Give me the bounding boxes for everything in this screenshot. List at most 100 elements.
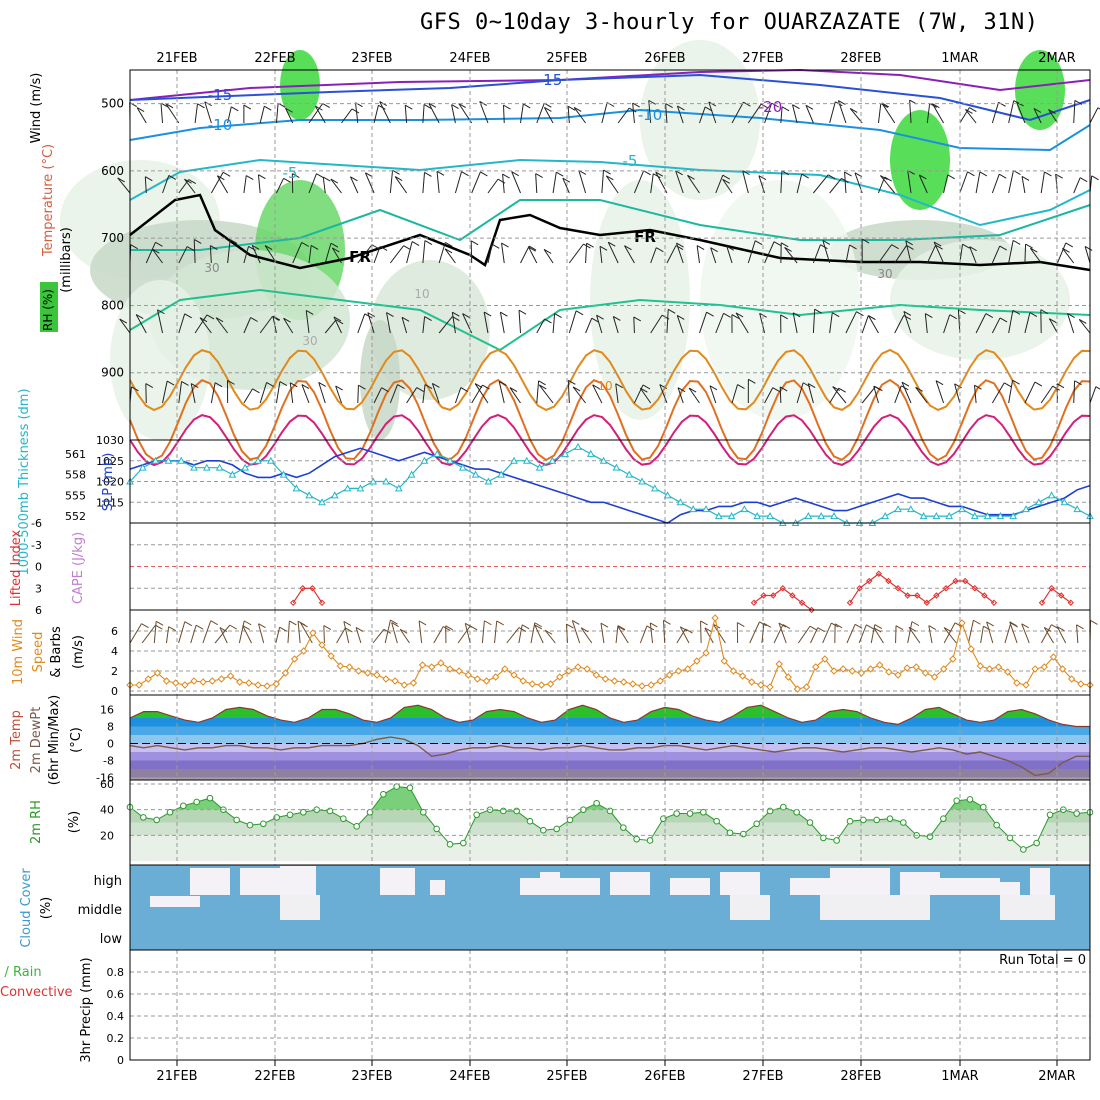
upper-wind-barb bbox=[1091, 175, 1099, 181]
upper-wind-barb bbox=[243, 317, 252, 334]
upper-wind-barb bbox=[543, 249, 554, 264]
upper-wind-barb bbox=[168, 175, 177, 180]
upper-wind-barb bbox=[924, 313, 928, 334]
upper-wind-barb bbox=[820, 244, 828, 250]
upper-wind-barb bbox=[687, 175, 700, 194]
upper-wind-barb bbox=[454, 387, 462, 404]
bottom-date-label: 26FEB bbox=[644, 1069, 685, 1084]
upper-wind-barb bbox=[194, 314, 208, 334]
upper-wind-barb bbox=[266, 381, 274, 387]
upper-wind-barb bbox=[585, 243, 588, 264]
wind-speed-series-point bbox=[693, 657, 701, 665]
upper-wind-barb bbox=[554, 313, 562, 319]
upper-wind-barb bbox=[333, 316, 342, 322]
upper-wind-barb bbox=[639, 387, 652, 404]
upper-wind-barb bbox=[991, 317, 1001, 334]
upper-wind-barb bbox=[873, 385, 882, 391]
rh-series-point bbox=[473, 811, 480, 819]
upper-wind-barb bbox=[389, 384, 398, 404]
upper-wind-barb bbox=[759, 313, 766, 334]
upper-wind-barb bbox=[497, 178, 506, 184]
cloud-level-label: high bbox=[94, 874, 122, 889]
upper-wind-barb bbox=[451, 312, 456, 334]
upper-wind-barb bbox=[275, 178, 285, 194]
upper-wind-barb bbox=[880, 175, 896, 194]
upper-wind-barb bbox=[1008, 100, 1015, 124]
slp-series-line bbox=[129, 447, 1091, 524]
upper-wind-barb bbox=[1067, 313, 1075, 319]
upper-wind-barb bbox=[292, 173, 300, 179]
slp-tick: 1020 bbox=[96, 476, 124, 489]
rh-series-point bbox=[593, 799, 600, 807]
upper-wind-barb bbox=[518, 309, 527, 315]
upper-wind-barb bbox=[162, 381, 168, 404]
wind-speed-series-point bbox=[446, 665, 454, 673]
surface-wind-barb bbox=[834, 623, 843, 629]
upper-wind-barb bbox=[735, 312, 744, 318]
top-date-label: 26FEB bbox=[644, 51, 685, 66]
upper-wind-barb bbox=[603, 169, 611, 175]
upper-wind-barb bbox=[640, 387, 648, 393]
upper-wind-barb bbox=[403, 245, 411, 251]
upper-wind-barb bbox=[845, 244, 851, 264]
upper-wind-barb bbox=[367, 312, 376, 318]
upper-wind-barb bbox=[509, 387, 521, 404]
wind-speed-series-point bbox=[492, 673, 500, 681]
wind-speed-series-point bbox=[802, 683, 811, 691]
isotherm-label: -5 bbox=[283, 164, 298, 182]
upper-wind-barb bbox=[722, 174, 731, 180]
upper-wind-barb bbox=[422, 384, 426, 404]
upper-wind-barb bbox=[364, 313, 373, 319]
upper-wind-barb bbox=[1003, 382, 1012, 388]
upper-wind-barb bbox=[985, 313, 994, 319]
wind-speed-series-point bbox=[226, 672, 235, 680]
wind-speed-series-point bbox=[1022, 681, 1030, 689]
surface-wind-barb bbox=[496, 620, 504, 626]
upper-wind-barb bbox=[151, 248, 163, 264]
thickness-series-point bbox=[830, 512, 838, 520]
upper-wind-barb bbox=[452, 311, 460, 317]
precip-y-label: 3hr Precip (mm) bbox=[79, 957, 94, 1062]
surface-wind-barb bbox=[534, 622, 543, 628]
thickness-series-point bbox=[894, 505, 902, 513]
upper-wind-barb bbox=[330, 178, 342, 194]
upper-wind-barb bbox=[136, 107, 145, 113]
rh-axis-label: 2m RH bbox=[29, 800, 44, 844]
upper-wind-barb bbox=[275, 381, 281, 404]
bottom-date-label: 1MAR bbox=[941, 1069, 978, 1084]
upper-wind-barb bbox=[305, 310, 314, 315]
surface-wind-barb bbox=[184, 621, 193, 627]
upper-wind-barb bbox=[165, 103, 174, 109]
upper-wind-barb bbox=[814, 308, 822, 314]
upper-wind-barb bbox=[322, 176, 326, 194]
thickness-series-point bbox=[714, 512, 723, 520]
upper-wind-barb bbox=[318, 382, 326, 404]
upper-wind-barb bbox=[229, 239, 238, 244]
upper-wind-barb bbox=[289, 382, 294, 404]
surface-wind-barb bbox=[1004, 622, 1012, 644]
wind-speed-series-point bbox=[162, 677, 171, 685]
upper-wind-barb bbox=[322, 103, 330, 109]
wind-speed-series-point bbox=[281, 669, 290, 677]
surface-wind-barb bbox=[617, 625, 626, 631]
upper-wind-barb bbox=[832, 386, 840, 391]
upper-wind-barb bbox=[394, 176, 408, 194]
rh-series-point bbox=[1046, 811, 1054, 819]
wind-speed-series-point bbox=[583, 665, 591, 673]
upper-wind-barb bbox=[764, 102, 773, 124]
upper-wind-barb bbox=[991, 245, 1001, 264]
upper-wind-barb bbox=[1012, 379, 1020, 385]
upper-wind-barb bbox=[633, 316, 635, 334]
upper-wind-barb bbox=[259, 106, 265, 124]
upper-wind-barb bbox=[591, 317, 599, 323]
upper-wind-barb bbox=[1073, 100, 1076, 124]
upper-wind-barb bbox=[131, 386, 139, 392]
upper-wind-barb bbox=[931, 103, 944, 124]
thickness-series-point bbox=[1034, 498, 1043, 506]
thickness-series-point bbox=[612, 463, 621, 471]
upper-wind-barb bbox=[1073, 380, 1076, 404]
surface-wind-barb bbox=[650, 622, 658, 628]
upper-wind-barb bbox=[1056, 383, 1065, 389]
temp-band-5 bbox=[130, 752, 1090, 761]
wind-speed-series-point bbox=[848, 667, 856, 675]
